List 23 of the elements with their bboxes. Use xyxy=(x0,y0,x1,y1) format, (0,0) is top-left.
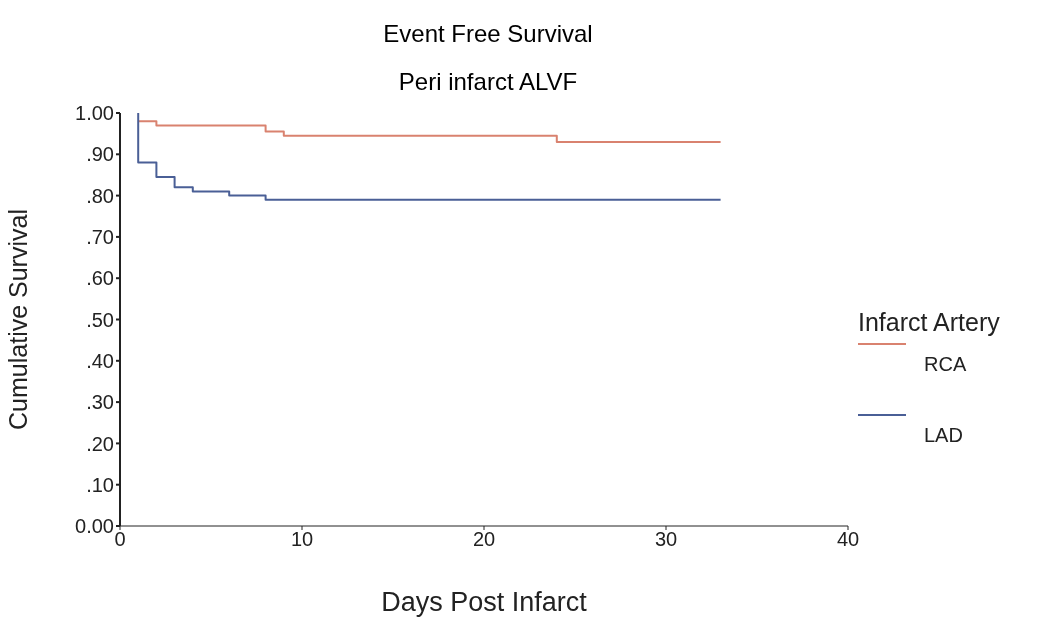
y-tick-label: .10 xyxy=(86,473,114,496)
x-tick-label: 10 xyxy=(290,528,314,551)
chart-title: Event Free Survival xyxy=(382,20,594,48)
text: RCA xyxy=(924,353,968,376)
y-axis-title: Cumulative Survival xyxy=(3,209,32,430)
y-tick-label: .80 xyxy=(86,184,114,207)
x-tick-label: 30 xyxy=(654,528,678,551)
y-tick-label: .40 xyxy=(86,349,114,372)
y-tick-label: 1.00 xyxy=(75,102,114,125)
y-tick-label: .90 xyxy=(86,143,114,166)
y-tick-label: .70 xyxy=(86,226,114,248)
legend-title: Infarct Artery xyxy=(858,308,1000,337)
x-tick-label: 40 xyxy=(836,528,860,551)
chart-subtitle: Peri infarct ALVF xyxy=(397,68,579,96)
y-tick-label: .60 xyxy=(86,267,114,290)
y-tick-label: .50 xyxy=(86,308,114,331)
text: LAD xyxy=(924,424,964,447)
y-tick-label: .30 xyxy=(86,391,114,414)
x-tick-label: 0 xyxy=(114,528,126,551)
x-axis-title: Days Post Infarct xyxy=(381,587,588,617)
y-tick-label: 0.00 xyxy=(75,515,114,538)
y-tick-label: .20 xyxy=(86,432,114,455)
x-tick-label: 20 xyxy=(472,528,496,551)
